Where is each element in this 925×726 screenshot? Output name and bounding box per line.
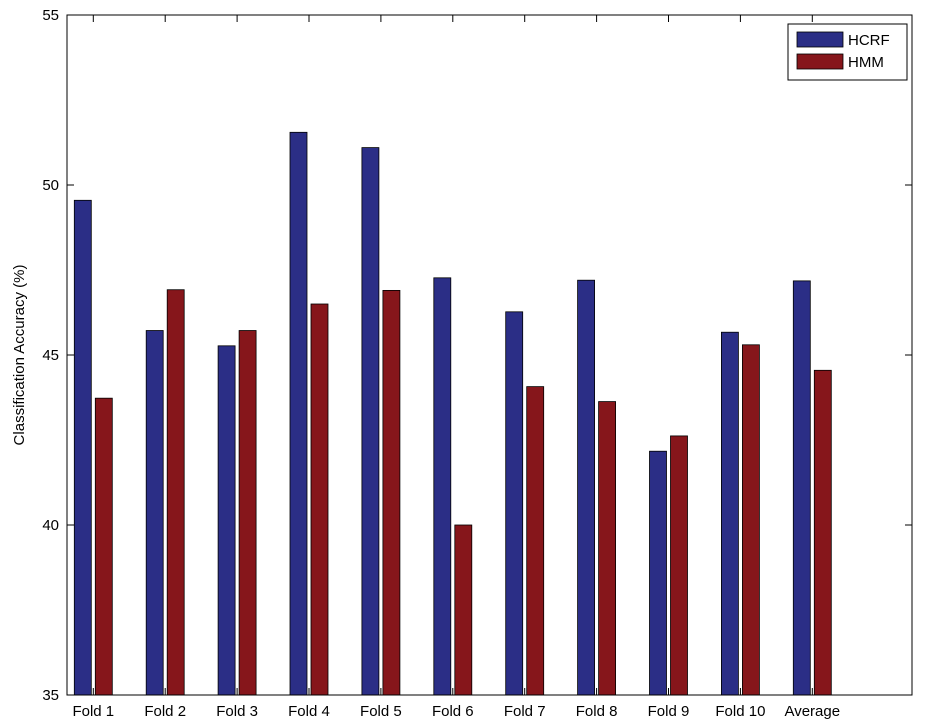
bar-hmm-7 [526,386,545,696]
bar-hcrf-1 [73,199,92,696]
plot-area [67,15,912,695]
bar-hcrf-10 [721,331,739,696]
x-tick-label: Fold 7 [504,703,546,720]
x-tick-label: Fold 9 [648,703,690,720]
bar-hmm-6 [454,524,473,696]
x-tick-label: Fold 8 [576,703,618,720]
bar-hmm-8 [598,401,616,696]
bar-hmm-10 [742,344,760,696]
bar-hmm-2 [166,289,185,696]
y-tick-label: 35 [42,687,59,704]
bar-hcrf-6 [433,277,452,696]
bars-layer [73,131,832,696]
bar-hcrf-5 [361,147,380,696]
plot-frame [66,14,913,696]
x-tick-label: Fold 5 [360,703,402,720]
x-tick-label: Fold 2 [144,703,186,720]
x-tick-label: Fold 1 [72,703,114,720]
bar-hmm-3 [238,330,257,696]
y-axis-ticks: 35 40 45 50 55 [42,7,912,704]
legend-box [787,23,908,81]
bar-hcrf-4 [289,131,308,696]
y-tick-label: 55 [42,7,59,24]
bar-hmm-1 [94,397,113,696]
bar-hmm-9 [670,435,688,696]
y-axis-title: Classification Accuracy (%) [11,265,28,446]
legend: HCRF HMM [787,23,908,81]
bar-hmm-11 [813,369,832,696]
bar-hcrf-3 [217,345,236,696]
bar-hcrf-8 [577,279,595,696]
x-tick-label: Fold 6 [432,703,474,720]
x-tick-label: Fold 4 [288,703,330,720]
bar-hcrf-7 [505,311,524,696]
y-tick-label: 40 [42,517,59,534]
legend-label-hmm: HMM [848,54,884,71]
bar-hmm-5 [382,289,401,696]
bar-hcrf-9 [649,450,667,696]
y-tick-label: 50 [42,177,59,194]
x-tick-label: Fold 10 [715,703,765,720]
x-tick-label: Fold 3 [216,703,258,720]
x-axis-ticks: Fold 1 Fold 2 Fold 3 Fold 4 Fold 5 Fold 6 Fold… [72,15,840,720]
legend-swatch-hmm [796,53,844,70]
bar-hmm-4 [310,303,329,696]
legend-swatch-hcrf [796,31,844,48]
legend-label-hcrf: HCRF [848,32,890,49]
y-tick-label: 45 [42,347,59,364]
x-tick-label: Average [784,703,840,720]
bar-hcrf-2 [145,330,164,696]
bar-hcrf-11 [792,280,811,696]
